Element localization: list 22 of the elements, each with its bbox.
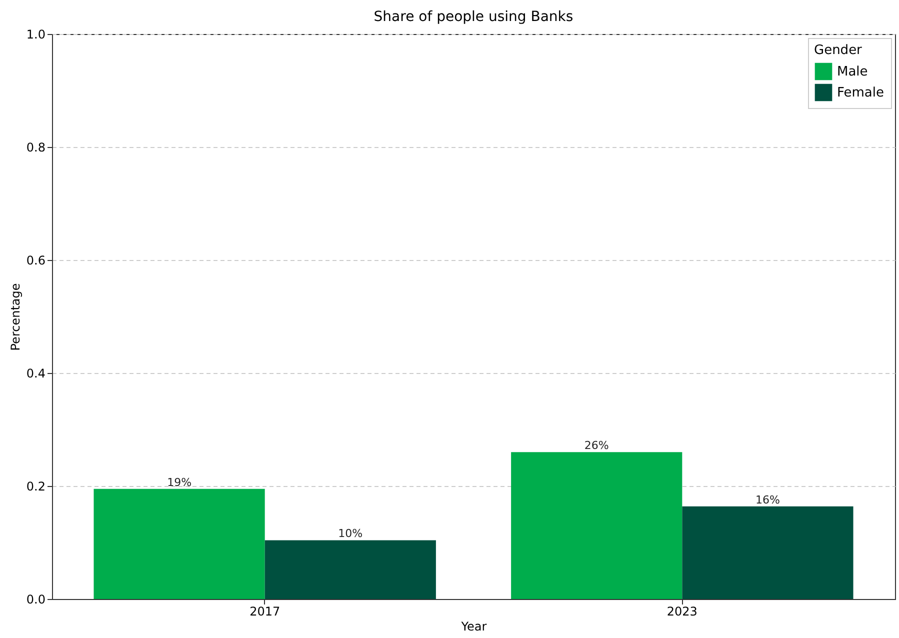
x-tick-label: 2023 <box>666 604 698 618</box>
data-label: 16% <box>755 493 780 506</box>
y-tick-label: 0.8 <box>26 140 46 154</box>
data-label: 26% <box>584 439 609 452</box>
y-tick-label: 0.2 <box>26 480 46 494</box>
x-tick-label: 2017 <box>250 604 280 618</box>
data-label: 10% <box>338 527 363 540</box>
bar <box>94 488 265 599</box>
legend-title: Gender <box>814 43 863 58</box>
legend-label: Male <box>837 64 868 80</box>
legend-label: Female <box>837 86 884 100</box>
y-tick-label: 0.4 <box>26 366 46 380</box>
y-tick-label: 0.0 <box>26 592 46 606</box>
chart-title: Share of people using Banks <box>374 9 574 25</box>
bar <box>682 506 854 599</box>
bar <box>264 540 436 599</box>
x-axis-title: Year <box>460 620 487 634</box>
data-label: 19% <box>167 476 192 489</box>
bar <box>511 452 682 599</box>
y-tick-label: 1.0 <box>26 28 46 42</box>
y-tick-label: 0.6 <box>26 254 46 268</box>
y-axis-title: Percentage <box>8 283 22 351</box>
